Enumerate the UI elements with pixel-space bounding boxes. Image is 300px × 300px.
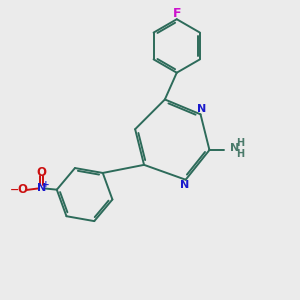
Text: N: N	[180, 180, 189, 190]
Text: +: +	[42, 180, 49, 189]
Text: H: H	[236, 138, 244, 148]
Text: N: N	[37, 184, 46, 194]
Text: −: −	[10, 185, 19, 195]
Text: H: H	[236, 148, 244, 159]
Text: N: N	[230, 143, 239, 153]
Text: O: O	[36, 166, 46, 178]
Text: N: N	[197, 104, 207, 114]
Text: O: O	[17, 184, 27, 196]
Text: F: F	[172, 7, 181, 20]
